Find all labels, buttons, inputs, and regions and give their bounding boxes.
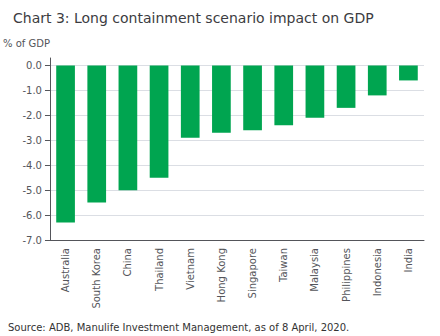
- svg-text:China: China: [122, 248, 133, 277]
- svg-text:Australia: Australia: [60, 248, 71, 292]
- svg-text:Thailand: Thailand: [154, 248, 165, 292]
- svg-text:-1.0: -1.0: [22, 85, 42, 96]
- svg-text:-6.0: -6.0: [22, 210, 42, 221]
- svg-text:Taiwan: Taiwan: [278, 248, 289, 283]
- svg-text:Vietnam: Vietnam: [185, 248, 196, 290]
- svg-text:-3.0: -3.0: [22, 135, 42, 146]
- svg-text:South Korea: South Korea: [91, 248, 102, 309]
- svg-text:Malaysia: Malaysia: [309, 248, 320, 292]
- svg-text:% of GDP: % of GDP: [3, 38, 50, 49]
- svg-text:Source: ADB, Manulife Investme: Source: ADB, Manulife Investment Managem…: [8, 322, 349, 333]
- svg-text:Philippines: Philippines: [341, 248, 352, 302]
- svg-text:India: India: [403, 248, 414, 273]
- svg-text:Chart 3: Long containment scen: Chart 3: Long containment scenario impac…: [13, 10, 374, 26]
- svg-text:-2.0: -2.0: [22, 110, 42, 121]
- svg-text:-4.0: -4.0: [22, 160, 42, 171]
- svg-text:-7.0: -7.0: [22, 235, 42, 246]
- svg-text:Singapore: Singapore: [247, 248, 258, 298]
- svg-text:0.0: 0.0: [26, 60, 42, 71]
- svg-text:Hong Kong: Hong Kong: [216, 248, 227, 302]
- svg-text:Indonesia: Indonesia: [372, 248, 383, 296]
- svg-text:-5.0: -5.0: [22, 185, 42, 196]
